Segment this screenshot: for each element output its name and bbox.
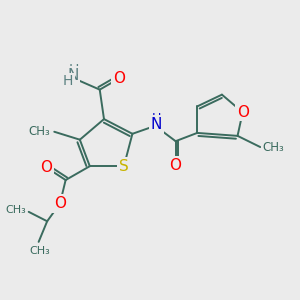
Text: H: H (63, 74, 73, 88)
Text: O: O (54, 196, 66, 211)
Text: O: O (169, 158, 181, 173)
Text: S: S (119, 159, 129, 174)
Text: CH₃: CH₃ (28, 125, 50, 138)
Text: CH₃: CH₃ (5, 206, 26, 215)
Text: CH₃: CH₃ (30, 246, 50, 256)
Text: H: H (152, 112, 161, 125)
Text: O: O (40, 160, 52, 175)
Text: H: H (69, 63, 79, 76)
Text: O: O (237, 105, 249, 120)
Text: N: N (67, 68, 78, 83)
Text: CH₃: CH₃ (262, 141, 284, 154)
Text: N: N (151, 117, 162, 132)
Text: O: O (113, 71, 125, 86)
